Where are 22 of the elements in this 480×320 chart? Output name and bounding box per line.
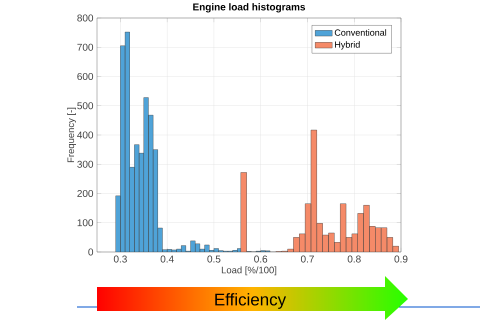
x-tick-label: 0.4 <box>160 256 174 263</box>
y-tick-label: 300 <box>77 160 94 168</box>
y-tick-label: 800 <box>77 14 94 22</box>
text: Efficiency <box>215 293 286 309</box>
x-tick-label: 0.7 <box>300 256 314 263</box>
chart-title: Engine load histograms <box>193 3 306 12</box>
y-tick-label: 400 <box>77 131 94 139</box>
y-tick-label: 100 <box>78 219 94 226</box>
y-tick-label: 700 <box>77 44 94 51</box>
y-tick-label: 500 <box>77 102 94 110</box>
legend-label: Hybrid <box>335 41 360 50</box>
y-tick-label: 0 <box>88 248 94 256</box>
x-tick-label: 0.3 <box>114 256 127 263</box>
x-tick-label: 0.5 <box>207 256 220 263</box>
x-tick-label: 0.6 <box>254 256 268 263</box>
legend-label: Conventional <box>334 29 386 36</box>
y-axis-title: Frequency [-] <box>67 108 76 162</box>
y-tick-label: 200 <box>77 190 94 198</box>
x-tick-label: 0.8 <box>348 256 361 263</box>
y-tick-label: 600 <box>77 72 94 80</box>
x-tick-label: 0.9 <box>394 256 408 263</box>
x-axis-title: Load [%/100] <box>222 266 276 276</box>
